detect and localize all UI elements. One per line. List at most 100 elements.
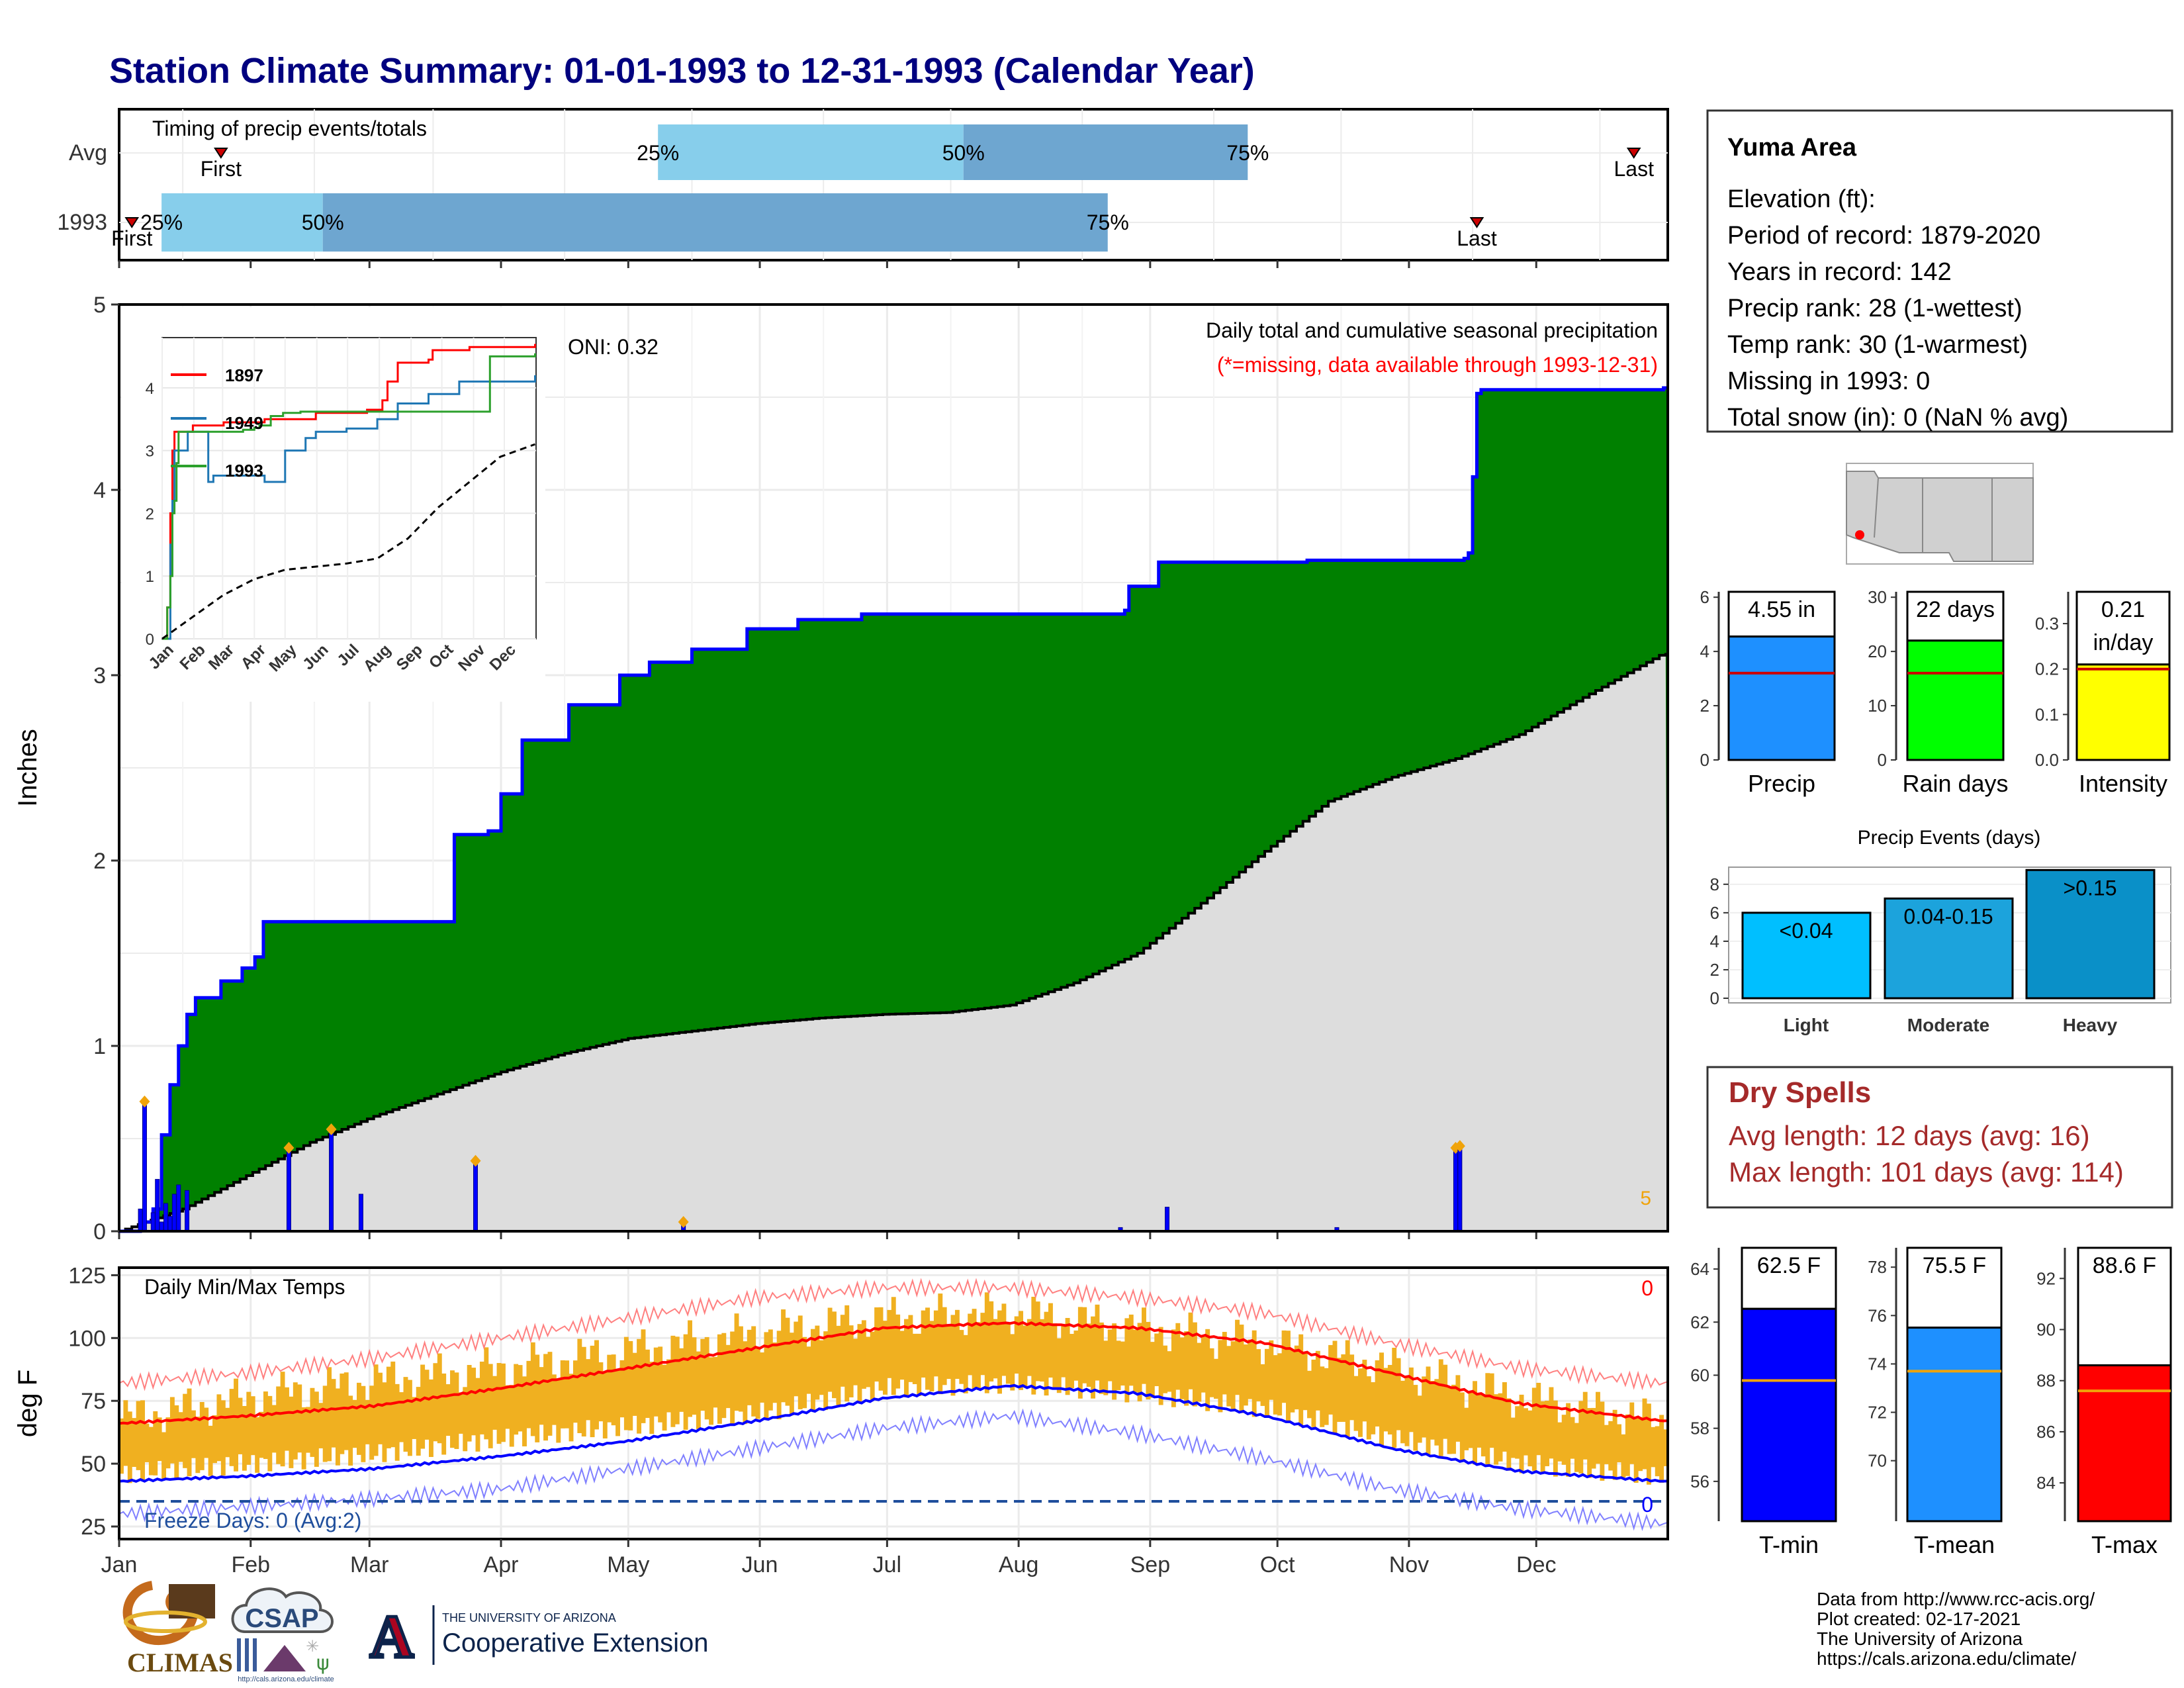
record-low-count: 0 bbox=[1641, 1493, 1653, 1517]
temp-daily-range-bar bbox=[802, 1336, 807, 1409]
temp-daily-range-bar bbox=[1633, 1416, 1639, 1483]
dry-spells-title: Dry Spells bbox=[1729, 1076, 1871, 1109]
temp-daily-range-bar bbox=[539, 1367, 544, 1425]
summary-y-tick-label: 0.3 bbox=[2035, 614, 2059, 633]
summary-y-tick-label: 70 bbox=[1868, 1451, 1887, 1471]
temp-daily-range-bar bbox=[361, 1385, 366, 1462]
temp-daily-range-bar bbox=[1553, 1400, 1558, 1477]
daily-precip-bar bbox=[176, 1184, 181, 1232]
csap-url: http://cals.arizona.edu/climate bbox=[238, 1675, 334, 1683]
temp-daily-range-bar bbox=[1302, 1351, 1308, 1411]
temp-daily-range-bar bbox=[310, 1387, 315, 1457]
temp-daily-range-bar bbox=[429, 1379, 433, 1458]
temp-daily-range-bar bbox=[658, 1346, 663, 1423]
temp-daily-range-bar bbox=[984, 1292, 989, 1393]
temp-y-tick-label: 25 bbox=[81, 1515, 106, 1540]
month-label: Sep bbox=[1130, 1552, 1171, 1577]
first-event-marker-icon bbox=[124, 217, 140, 228]
temp-daily-range-bar bbox=[933, 1310, 938, 1377]
temp-daily-range-bar bbox=[157, 1417, 162, 1462]
temp-daily-range-bar bbox=[1023, 1325, 1028, 1386]
inset-series-lines bbox=[161, 344, 536, 640]
temp-daily-range-bar bbox=[1651, 1427, 1656, 1468]
temp-daily-range-bar bbox=[340, 1373, 345, 1454]
temp-daily-range-bar bbox=[815, 1325, 820, 1400]
temp-daily-range-bar bbox=[734, 1313, 739, 1411]
station-temp-rank: Temp rank: 30 (1-warmest) bbox=[1727, 331, 2028, 359]
temp-daily-range-bar bbox=[1150, 1342, 1155, 1398]
temp-daily-range-bar bbox=[1506, 1398, 1512, 1471]
events-bar-label: <0.04 bbox=[1780, 919, 1833, 943]
temp-daily-range-bar bbox=[1557, 1422, 1563, 1462]
precip-y-axis: 0 1 2 3 4 5 bbox=[93, 293, 119, 1244]
summary-y-tick-label: 88 bbox=[2036, 1371, 2056, 1391]
temp-daily-range-bar bbox=[1311, 1359, 1316, 1427]
temp-daily-range-bar bbox=[1086, 1323, 1091, 1387]
temp-daily-range-bar bbox=[641, 1329, 646, 1423]
temp-daily-range-bar bbox=[416, 1387, 421, 1456]
temp-daily-range-bar bbox=[1417, 1395, 1422, 1443]
temp-daily-range-bar bbox=[1019, 1311, 1024, 1390]
daily-precip-peak-marker bbox=[139, 1096, 150, 1107]
station-info-frame bbox=[1706, 109, 2173, 433]
events-x-label: Light bbox=[1784, 1015, 1829, 1035]
temp-daily-range-bar bbox=[891, 1297, 896, 1395]
temp-daily-range-bar bbox=[980, 1313, 985, 1376]
temp-daily-range-bar bbox=[1307, 1370, 1312, 1419]
temp-daily-range-bar bbox=[505, 1385, 510, 1429]
temp-daily-range-bar bbox=[1608, 1421, 1614, 1471]
daily-precip-peak-marker bbox=[283, 1142, 295, 1154]
timing-bar-q2 bbox=[658, 124, 964, 180]
summary-y-tick-label: 30 bbox=[1868, 587, 1887, 607]
temp-daily-range-bar bbox=[204, 1407, 209, 1458]
temp-daily-range-bar bbox=[1494, 1394, 1499, 1465]
temp-daily-range-bar bbox=[178, 1412, 183, 1462]
summary-y-tick-label: 0 bbox=[1700, 750, 1709, 770]
locator-map bbox=[1846, 463, 2034, 565]
temp-daily-range-bar bbox=[1473, 1381, 1478, 1465]
ua-block-a-icon: A bbox=[370, 1603, 414, 1670]
temp-daily-range-bar bbox=[238, 1397, 243, 1454]
temp-y-tick-label: 100 bbox=[68, 1326, 106, 1351]
temp-daily-range-bar bbox=[700, 1338, 705, 1411]
temp-daily-range-bar bbox=[199, 1401, 205, 1470]
temp-daily-range-bar bbox=[853, 1338, 858, 1385]
temp-daily-range-bar bbox=[1099, 1322, 1104, 1394]
temp-daily-range-bar bbox=[1621, 1434, 1626, 1478]
temp-daily-range-bar bbox=[1222, 1332, 1227, 1395]
temp-daily-range-bar bbox=[479, 1361, 484, 1434]
last-event-marker-icon bbox=[1469, 217, 1484, 228]
temp-daily-range-bar bbox=[721, 1333, 727, 1419]
temp-daily-range-bar bbox=[1604, 1425, 1609, 1464]
dry-spells-frame bbox=[1706, 1066, 2173, 1209]
temp-daily-range-bar bbox=[950, 1315, 956, 1396]
station-precip-rank: Precip rank: 28 (1-wettest) bbox=[1727, 295, 2023, 322]
temp-daily-range-bar bbox=[1005, 1324, 1011, 1384]
temp-daily-range-bar bbox=[1392, 1348, 1397, 1448]
temp-daily-range-bar bbox=[1040, 1319, 1045, 1382]
temp-daily-range-bar bbox=[789, 1333, 794, 1416]
temp-daily-range-bar bbox=[760, 1352, 764, 1403]
inset-y-tick-label: 3 bbox=[146, 443, 154, 461]
temp-daily-range-bar bbox=[378, 1372, 383, 1444]
temp-daily-range-bar bbox=[403, 1377, 408, 1452]
timing-pct-label: 25% bbox=[637, 141, 679, 165]
csap-logo: CSAP ✳ ψ http://cals.arizona.edu/climate bbox=[231, 1587, 334, 1683]
first-event-marker-icon bbox=[214, 148, 228, 159]
page-title: Station Climate Summary: 01-01-1993 to 1… bbox=[109, 51, 1255, 91]
temp-daily-range-bar bbox=[619, 1360, 625, 1418]
temp-daily-range-bar bbox=[1294, 1345, 1299, 1410]
temp-daily-range-bar bbox=[1163, 1345, 1168, 1393]
inset-y-tick-label: 4 bbox=[146, 380, 154, 398]
daily-precip-bar bbox=[1453, 1147, 1458, 1232]
temp-line-record-high bbox=[118, 1278, 1668, 1391]
temp-daily-range-bar bbox=[670, 1335, 676, 1427]
temp-daily-range-bar bbox=[450, 1370, 455, 1448]
temp-daily-range-bar bbox=[1587, 1408, 1592, 1478]
summary-y-tick-label: 56 bbox=[1690, 1472, 1709, 1491]
temp-daily-range-bar bbox=[492, 1376, 498, 1430]
temp-daily-range-bar bbox=[666, 1359, 671, 1413]
timing-bar-q3 bbox=[322, 193, 1108, 252]
temp-daily-range-bar bbox=[565, 1360, 570, 1429]
